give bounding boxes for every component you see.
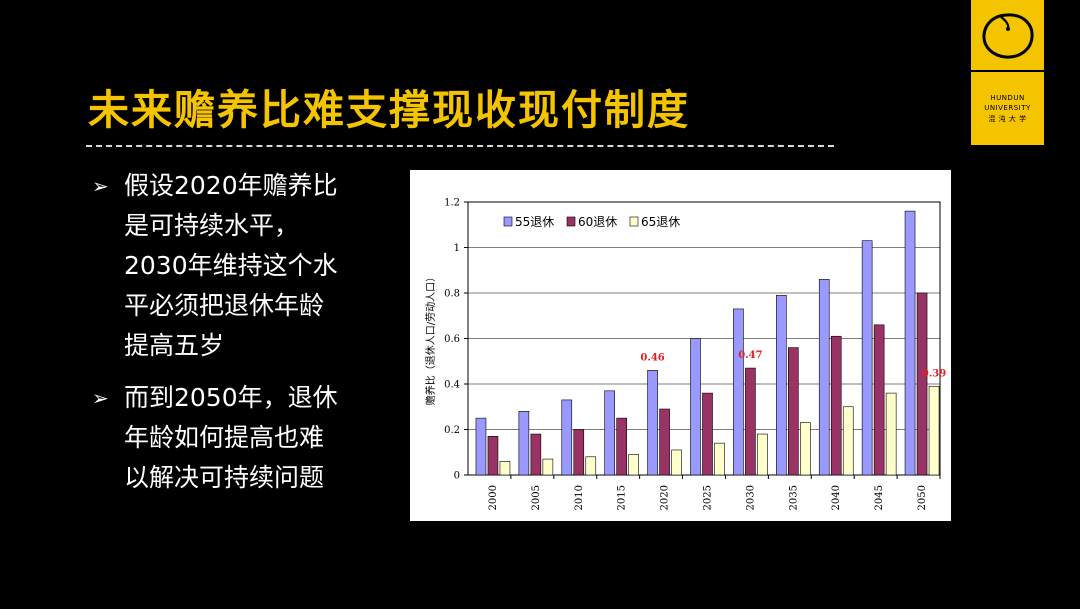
chart-svg: 0 0.2 0.4 0.6 0.8 1 1.2 2000 2005 2010 2015 2020 202… [424,198,946,511]
bar-2000-60退休 [487,436,499,476]
x-tick-label: 2015 [617,485,628,510]
bar-2010-60退休 [573,429,585,476]
bar-2015-55退休 [604,390,615,476]
legend-swatch [566,216,576,227]
bar-2015-60退休 [616,417,627,476]
logo-chinese: 混 沌 大 学 [988,115,1027,123]
ring-logo-icon [982,13,1034,59]
y-axis-label: 赡养比（退休人口/劳动人口） [424,272,437,405]
bar-2030-60退休 [745,367,756,476]
bar-2050-60退休 [916,292,928,476]
x-tick-label: 2010 [574,485,585,510]
arrow-bullet-icon: ➢ [92,174,109,198]
bar-2045-60退休 [873,324,885,476]
annotation-label: 0.47 [738,350,762,361]
bar-2020-65退休 [671,449,682,476]
bar-2040-60退休 [830,335,842,476]
bullet-line: 而到2050年，退休 [124,383,338,412]
bullet-line: 假设2020年赡养比 [124,171,338,200]
bar-2020-60退休 [659,408,670,476]
x-tick-label: 2030 [745,485,756,510]
x-tick-label: 2020 [660,485,671,510]
bar-2015-65退休 [628,454,639,476]
x-tick-label: 2025 [703,485,714,510]
y-tick-label: 1 [454,243,460,254]
x-tick-label: 2035 [788,485,799,510]
dependency-ratio-chart: 0 0.2 0.4 0.6 0.8 1 1.2 2000 2005 2010 2015 2020 202… [410,170,951,521]
bullet-1: ➢ 假设2020年赡养比 是可持续水平， 2030年维持这个水 平必须把退休年龄… [92,166,392,366]
x-tick-label: 2040 [831,485,842,510]
bullet-line: 年龄如何提高也难 [124,423,325,452]
y-tick-label: 0 [454,471,460,482]
legend-swatch [629,216,639,227]
y-tick-label: 0.8 [444,289,460,300]
x-tick-label: 2050 [917,485,928,510]
bar-2025-60退休 [702,392,713,476]
bar-2025-55退休 [690,338,701,476]
bullet-line: 是可持续水平， [124,211,300,240]
legend-swatch [503,216,513,227]
legend-label: 65退休 [641,215,680,229]
y-tick-label: 0.2 [444,425,460,436]
bar-2000-65退休 [499,461,511,476]
legend-label: 55退休 [515,215,554,229]
bar-2005-60退休 [530,433,542,476]
bullet-line: 平必须把退休年龄 [124,291,325,320]
bar-2035-55退休 [776,294,787,476]
bar-2045-55退休 [861,240,873,476]
annotation-label: 0.46 [640,352,664,363]
bar-2000-55退休 [475,417,487,476]
bar-2035-65退休 [800,422,811,476]
bar-2045-65退休 [885,392,897,476]
bar-2005-65退休 [542,458,554,476]
x-tick-label: 2045 [874,485,885,510]
bullet-2: ➢ 而到2050年，退休 年龄如何提高也难 以解决可持续问题 [92,378,392,498]
bar-2010-55退休 [561,399,573,476]
logo-name-2: UNIVERSITY [984,104,1031,112]
bullet-line: 提高五岁 [124,331,225,360]
bar-2025-65退休 [714,442,725,476]
bar-2030-55退休 [733,308,744,476]
legend-label: 60退休 [578,215,617,229]
hundun-logo: HUNDUN UNIVERSITY 混 沌 大 学 [971,0,1044,145]
bar-2050-55退休 [904,210,916,476]
bar-2040-55退休 [818,279,830,476]
bullet-line: 2030年维持这个水 [124,251,338,280]
bullet-line: 以解决可持续问题 [124,463,325,492]
bullet-list: ➢ 假设2020年赡养比 是可持续水平， 2030年维持这个水 平必须把退休年龄… [92,166,392,510]
logo-separator [971,70,1044,72]
annotation-label: 0.39 [922,368,946,379]
x-tick-label: 2005 [531,485,542,510]
logo-name: HUNDUN [990,94,1025,102]
title-divider [86,145,834,147]
bar-2030-65退休 [757,433,768,476]
bar-2005-55退休 [518,411,530,476]
y-tick-label: 0.6 [444,334,460,345]
bar-2035-60退休 [788,347,799,476]
slide-title: 未来赡养比难支撑现收现付制度 [88,86,690,134]
bar-2040-65退休 [842,406,854,476]
x-tick-label: 2000 [488,485,499,510]
bar-2010-65退休 [585,456,597,476]
bar-2020-55退休 [647,370,658,476]
arrow-bullet-icon: ➢ [92,386,109,410]
y-tick-label: 1.2 [444,198,460,209]
y-tick-label: 0.4 [444,380,460,391]
bar-2050-65退休 [928,385,940,476]
